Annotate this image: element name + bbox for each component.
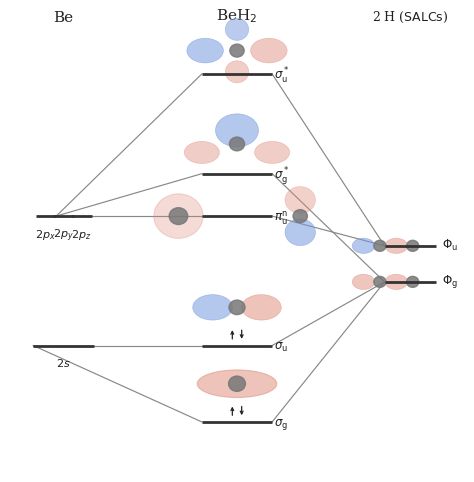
- Ellipse shape: [193, 295, 233, 320]
- Text: $2p_x$: $2p_x$: [36, 228, 56, 242]
- Text: $\sigma_\mathrm{u}^*$: $\sigma_\mathrm{u}^*$: [274, 66, 290, 86]
- Ellipse shape: [352, 274, 375, 290]
- Circle shape: [407, 241, 419, 251]
- Text: BeH$_2$: BeH$_2$: [216, 7, 258, 25]
- Ellipse shape: [285, 187, 316, 214]
- Ellipse shape: [251, 38, 287, 63]
- Circle shape: [374, 276, 386, 287]
- Ellipse shape: [225, 61, 249, 83]
- Ellipse shape: [197, 370, 277, 398]
- Circle shape: [407, 276, 419, 287]
- Ellipse shape: [187, 38, 223, 63]
- Ellipse shape: [385, 274, 408, 290]
- Text: Be: Be: [54, 11, 74, 25]
- Text: $\sigma_\mathrm{g}^*$: $\sigma_\mathrm{g}^*$: [274, 165, 290, 187]
- Ellipse shape: [255, 141, 290, 163]
- Ellipse shape: [285, 219, 316, 246]
- Text: $\sigma_\mathrm{g}$: $\sigma_\mathrm{g}$: [274, 416, 289, 431]
- Circle shape: [230, 44, 244, 57]
- Ellipse shape: [385, 238, 408, 254]
- Circle shape: [169, 208, 188, 225]
- Text: 2 H ($\mathsf{SALCs}$): 2 H ($\mathsf{SALCs}$): [372, 10, 448, 25]
- Ellipse shape: [352, 238, 375, 254]
- Circle shape: [374, 241, 386, 251]
- Text: $\Phi_\mathrm{g}$: $\Phi_\mathrm{g}$: [442, 273, 457, 290]
- Ellipse shape: [225, 18, 249, 40]
- Text: $\pi_\mathrm{u}^\mathrm{n}$: $\pi_\mathrm{u}^\mathrm{n}$: [274, 210, 289, 227]
- Ellipse shape: [241, 295, 281, 320]
- Circle shape: [228, 376, 246, 391]
- Circle shape: [229, 300, 245, 315]
- Ellipse shape: [184, 141, 219, 163]
- Text: $\Phi_\mathrm{u}$: $\Phi_\mathrm{u}$: [442, 238, 457, 254]
- Text: $2s$: $2s$: [56, 358, 71, 369]
- Text: $2p_z$: $2p_z$: [71, 228, 91, 242]
- Ellipse shape: [216, 114, 258, 147]
- Circle shape: [229, 137, 245, 151]
- Ellipse shape: [154, 194, 203, 239]
- Circle shape: [293, 210, 308, 223]
- Text: $\sigma_\mathrm{u}$: $\sigma_\mathrm{u}$: [274, 341, 289, 354]
- Text: $2p_y$: $2p_y$: [53, 228, 74, 244]
